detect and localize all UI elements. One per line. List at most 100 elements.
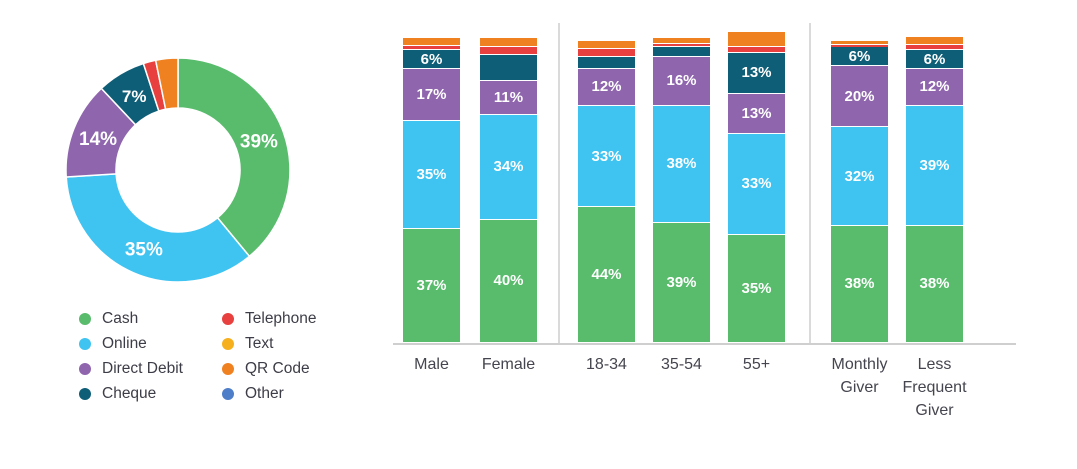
segment-label: 32% (844, 167, 875, 185)
bar-segment-female-qr_code (480, 38, 537, 47)
legend-item-cheque: Cheque (79, 381, 222, 406)
segment-label: 35% (416, 166, 447, 184)
legend-item-telephone: Telephone (222, 306, 317, 331)
segment-label: 6% (420, 50, 443, 68)
legend-label: QR Code (245, 359, 310, 377)
legend-label: Cash (102, 309, 139, 327)
bar-segment-18-34-direct_debit: 12% (578, 68, 635, 105)
bar-segment-less-frequent-giver-qr_code (906, 36, 963, 44)
legend-item-other: Other (222, 381, 317, 406)
bar-segment-female-cash: 40% (480, 219, 537, 342)
segment-label: 39% (919, 156, 950, 174)
bar-segment-monthly-giver-cheque: 6% (831, 47, 888, 65)
axis-label-35-54: 35-54 (661, 356, 702, 373)
bar-segment-female-direct_debit: 11% (480, 81, 537, 115)
segment-label: 38% (919, 275, 950, 293)
bar-segment-female-online: 34% (480, 115, 537, 219)
legend-item-text: Text (222, 331, 317, 356)
axis-label-monthly-giver: Monthly Giver (831, 356, 888, 397)
donut-label-online: 35% (125, 240, 163, 261)
cash-swatch-icon (79, 312, 91, 325)
segment-label: 17% (416, 86, 447, 104)
segment-label: 12% (591, 78, 622, 96)
bar-segment-55-qr_code (728, 31, 785, 47)
bar-segment-35-54-cash: 39% (653, 222, 710, 342)
bar-segment-male-direct_debit: 17% (403, 68, 460, 121)
bar-segment-male-cash: 37% (403, 229, 460, 342)
legend-item-qr_code: QR Code (222, 356, 317, 381)
segment-label: 11% (493, 89, 524, 107)
group-divider-1 (558, 23, 560, 343)
segment-label: 20% (844, 87, 875, 105)
cheque-swatch-icon (79, 387, 91, 400)
bar-segment-female-cheque (480, 55, 537, 81)
segment-label: 40% (493, 272, 524, 290)
other-swatch-icon (222, 387, 234, 400)
bar-segment-less-frequent-giver-telephone (906, 44, 963, 50)
bar-segment-35-54-telephone (653, 43, 710, 47)
bar-segment-18-34-cheque (578, 56, 635, 68)
bar-segment-55-telephone (728, 47, 785, 53)
legend-column-2: Telephone Text QR Code Other (222, 306, 317, 406)
axis-label-female: Female (481, 356, 536, 373)
segment-label: 37% (416, 277, 447, 294)
bar-segment-less-frequent-giver-cheque: 6% (906, 50, 963, 68)
bar-segment-monthly-giver-telephone (831, 45, 888, 47)
segment-label: 33% (591, 147, 622, 165)
segment-label: 35% (741, 280, 772, 298)
bar-segment-male-online: 35% (403, 121, 460, 229)
segment-label: 12% (919, 78, 950, 96)
donut-label-direct-debit: 14% (79, 129, 117, 150)
online-swatch-icon (79, 337, 91, 350)
segment-label: 44% (591, 266, 622, 284)
group-divider-2 (809, 23, 811, 343)
bar-segment-female-telephone (480, 47, 537, 54)
bar-segment-18-34-qr_code (578, 41, 635, 49)
donut-chart: 39% 35% 14% 7% (65, 57, 291, 283)
axis-label-18-34: 18-34 (586, 356, 627, 373)
bar-segment-monthly-giver-qr_code (831, 41, 888, 45)
legend-label: Cheque (102, 384, 157, 402)
axis-baseline (393, 343, 1016, 345)
bar-segment-55-direct_debit: 13% (728, 93, 785, 133)
bar-segment-less-frequent-giver-online: 39% (906, 105, 963, 225)
legend-label: Direct Debit (102, 359, 183, 377)
bar-segment-male-qr_code (403, 38, 460, 45)
legend-item-cash: Cash (79, 306, 222, 331)
axis-label-55: 55+ (742, 356, 771, 373)
text-swatch-icon (222, 337, 234, 350)
bar-segment-monthly-giver-cash: 38% (831, 225, 888, 342)
direct_debit-swatch-icon (79, 362, 91, 375)
segment-label: 16% (666, 72, 697, 90)
bar-segment-monthly-giver-online: 32% (831, 127, 888, 225)
donut-slice-online (65, 173, 251, 283)
bar-segment-18-34-telephone (578, 49, 635, 56)
bar-segment-55-online: 33% (728, 133, 785, 235)
bar-segment-18-34-online: 33% (578, 105, 635, 207)
bar-segment-55-cash: 35% (728, 235, 785, 342)
legend-label: Text (245, 334, 274, 352)
bar-segment-18-34-cash: 44% (578, 207, 635, 342)
segment-label: 38% (844, 275, 875, 293)
bar-segment-less-frequent-giver-direct_debit: 12% (906, 68, 963, 105)
donut-slice-cash (177, 57, 291, 258)
donut-label-cash: 39% (240, 132, 278, 153)
bar-segment-35-54-cheque (653, 47, 710, 56)
segment-label: 6% (848, 47, 871, 65)
bar-segment-male-cheque: 6% (403, 50, 460, 68)
legend: Cash Online Direct Debit Cheque Telephone Tex… (79, 306, 317, 406)
segment-label: 13% (741, 104, 772, 122)
axis-label-less-frequent-giver: Less Frequent Giver (902, 356, 967, 420)
segment-label: 39% (666, 273, 697, 291)
qr_code-swatch-icon (222, 362, 234, 375)
bar-segment-less-frequent-giver-cash: 38% (906, 225, 963, 342)
telephone-swatch-icon (222, 312, 234, 325)
legend-label: Online (102, 334, 147, 352)
legend-item-direct_debit: Direct Debit (79, 356, 222, 381)
bar-segment-35-54-direct_debit: 16% (653, 56, 710, 105)
axis-label-male: Male (414, 356, 449, 373)
legend-label: Telephone (245, 309, 317, 327)
legend-item-online: Online (79, 331, 222, 356)
donut-label-cheque: 7% (122, 87, 147, 106)
